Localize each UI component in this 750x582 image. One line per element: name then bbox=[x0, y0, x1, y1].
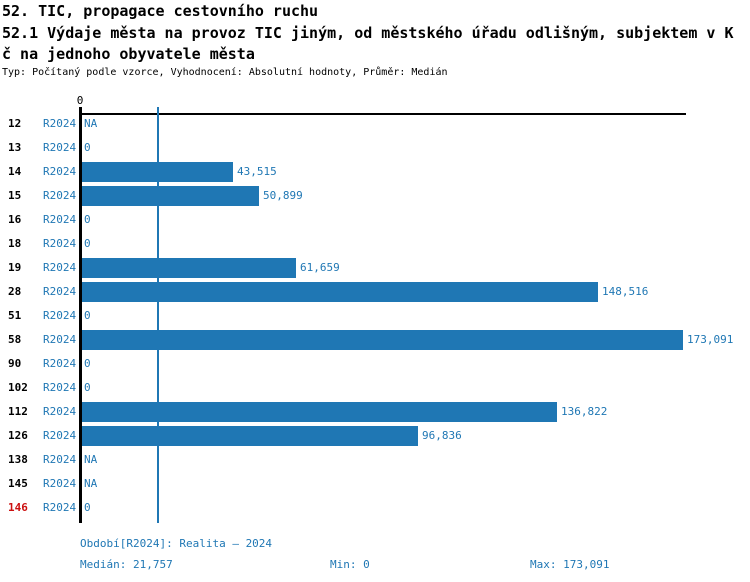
row-number-label: 146 bbox=[8, 501, 28, 514]
value-label: NA bbox=[84, 477, 98, 490]
period-label: R2024 bbox=[43, 117, 77, 130]
x-axis-line bbox=[79, 113, 686, 115]
legend-median: Medián: 21,757 bbox=[80, 558, 173, 571]
row-number-label: 138 bbox=[8, 453, 28, 466]
value-bar bbox=[82, 426, 418, 446]
value-label: NA bbox=[84, 117, 98, 130]
value-label: 0 bbox=[84, 381, 91, 394]
value-label: 0 bbox=[84, 141, 91, 154]
legend-period: Období[R2024]: Realita – 2024 bbox=[80, 537, 273, 550]
period-label: R2024 bbox=[43, 237, 77, 250]
row-number-label: 58 bbox=[8, 333, 22, 346]
value-label: 136,822 bbox=[561, 405, 608, 418]
period-label: R2024 bbox=[43, 309, 77, 322]
period-label: R2024 bbox=[43, 405, 77, 418]
period-label: R2024 bbox=[43, 165, 77, 178]
period-label: R2024 bbox=[43, 141, 77, 154]
chart-meta-info: Typ: Počítaný podle vzorce, Vyhodnocení:… bbox=[2, 67, 448, 78]
period-label: R2024 bbox=[43, 429, 77, 442]
period-label: R2024 bbox=[43, 501, 77, 514]
value-label: 96,836 bbox=[422, 429, 462, 442]
value-label: 61,659 bbox=[300, 261, 340, 274]
value-bar bbox=[82, 162, 233, 182]
value-label: 0 bbox=[84, 213, 91, 226]
period-label: R2024 bbox=[43, 189, 77, 202]
value-bar bbox=[82, 282, 598, 302]
row-number-label: 12 bbox=[8, 117, 22, 130]
row-number-label: 14 bbox=[8, 165, 22, 178]
value-label: 0 bbox=[84, 309, 91, 322]
row-number-label: 126 bbox=[8, 429, 28, 442]
value-bar bbox=[82, 330, 683, 350]
period-label: R2024 bbox=[43, 453, 77, 466]
value-bar bbox=[82, 258, 296, 278]
row-number-label: 145 bbox=[8, 477, 28, 490]
value-label: 0 bbox=[84, 237, 91, 250]
x-axis-zero-tick-label: 0 bbox=[76, 94, 84, 107]
median-line bbox=[157, 107, 159, 523]
row-number-label: 51 bbox=[8, 309, 22, 322]
legend-min: Min: 0 bbox=[330, 558, 370, 571]
value-label: 148,516 bbox=[602, 285, 649, 298]
period-label: R2024 bbox=[43, 477, 77, 490]
y-axis-line bbox=[79, 107, 82, 523]
value-label: 50,899 bbox=[263, 189, 303, 202]
value-label: 0 bbox=[84, 357, 91, 370]
row-number-label: 28 bbox=[8, 285, 22, 298]
period-label: R2024 bbox=[43, 261, 77, 274]
chart-subtitle-line-1: 52.1 Výdaje města na provoz TIC jiným, o… bbox=[2, 24, 734, 42]
period-label: R2024 bbox=[43, 213, 77, 226]
chart-subtitle-line-2: č na jednoho obyvatele města bbox=[2, 45, 255, 63]
row-number-label: 90 bbox=[8, 357, 22, 370]
period-label: R2024 bbox=[43, 381, 77, 394]
value-label: 43,515 bbox=[237, 165, 277, 178]
value-label: 0 bbox=[84, 501, 91, 514]
row-number-label: 15 bbox=[8, 189, 22, 202]
row-number-label: 18 bbox=[8, 237, 22, 250]
row-number-label: 102 bbox=[8, 381, 28, 394]
period-label: R2024 bbox=[43, 357, 77, 370]
period-label: R2024 bbox=[43, 333, 77, 346]
row-number-label: 112 bbox=[8, 405, 28, 418]
value-label: NA bbox=[84, 453, 98, 466]
row-number-label: 16 bbox=[8, 213, 22, 226]
value-bar bbox=[82, 402, 557, 422]
value-label: 173,091 bbox=[687, 333, 734, 346]
value-bar bbox=[82, 186, 259, 206]
row-number-label: 13 bbox=[8, 141, 22, 154]
legend-max: Max: 173,091 bbox=[530, 558, 610, 571]
row-number-label: 19 bbox=[8, 261, 22, 274]
page-title: 52. TIC, propagace cestovního ruchu bbox=[2, 2, 319, 20]
period-label: R2024 bbox=[43, 285, 77, 298]
